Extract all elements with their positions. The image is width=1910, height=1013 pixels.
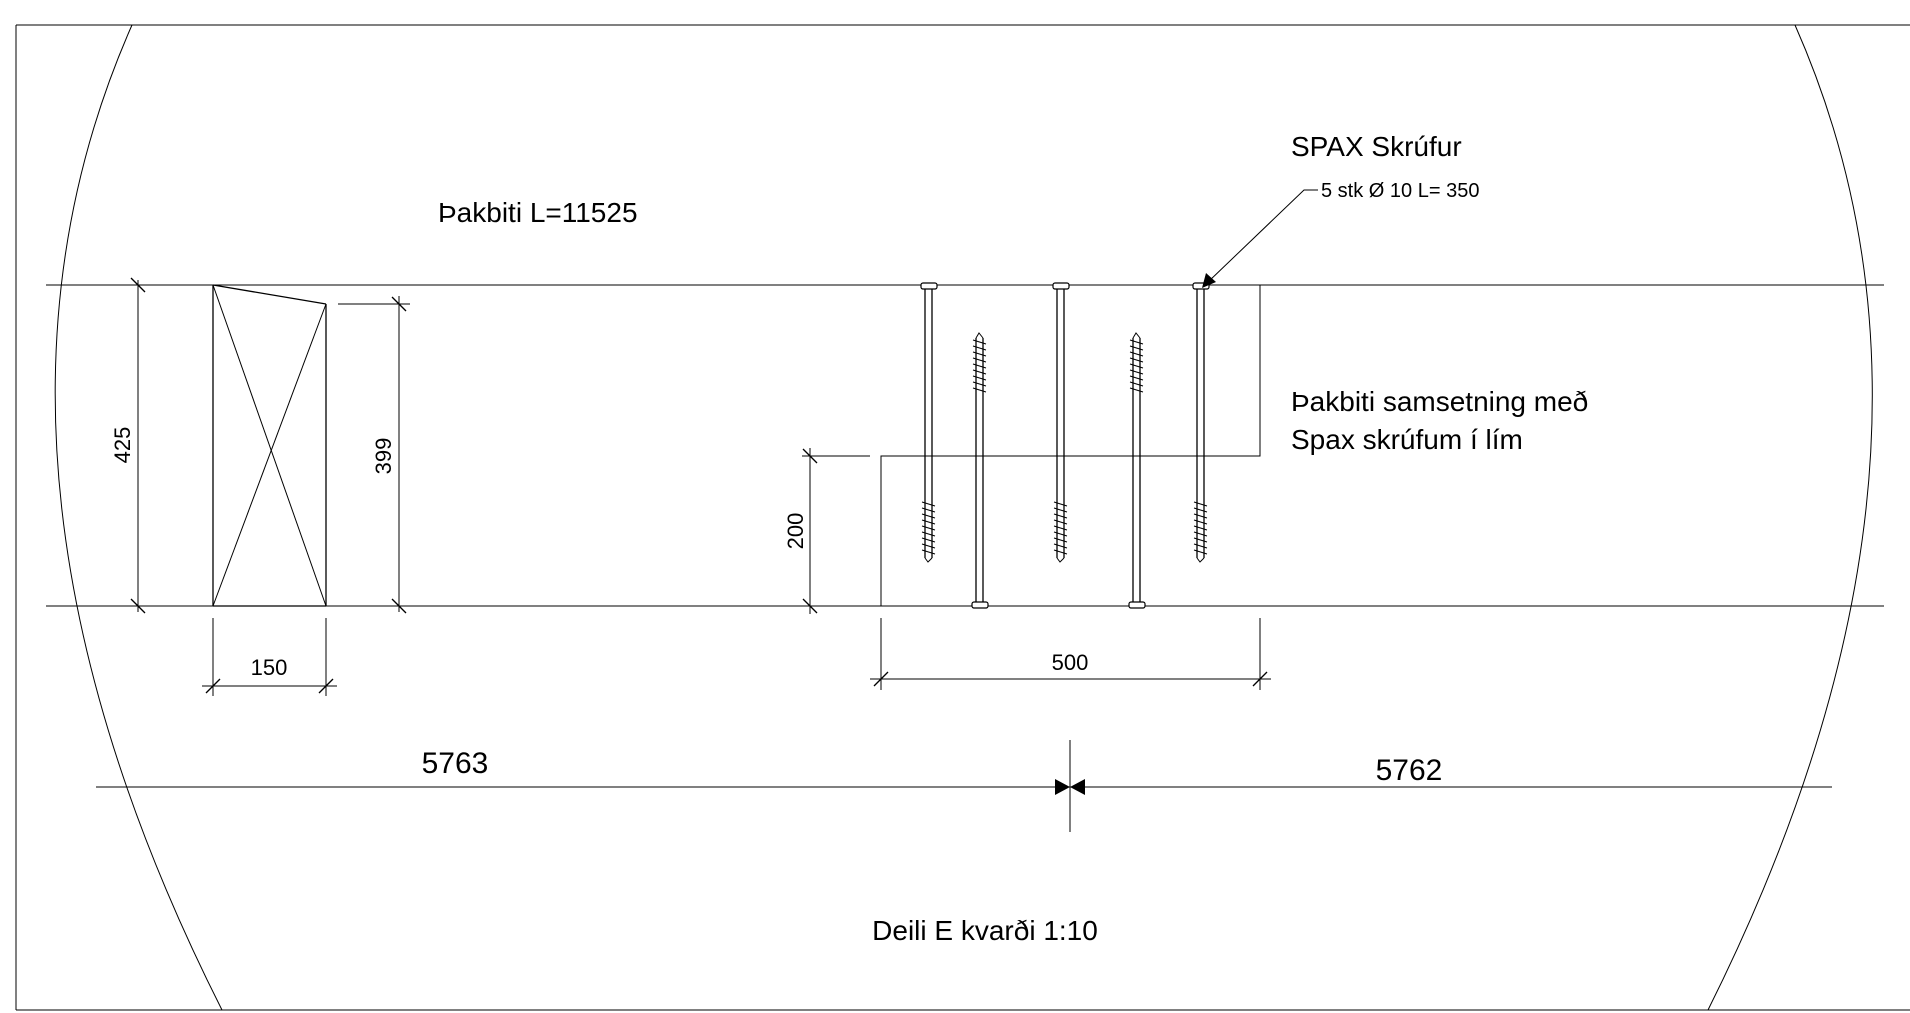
dimension-height-total [128, 277, 200, 614]
assembly-note-line2: Spax skrúfum í lím [1291, 424, 1523, 455]
screw-title: SPAX Skrúfur [1291, 131, 1462, 162]
dimension-label-200: 200 [783, 513, 808, 550]
dimension-overlap-height [802, 448, 870, 614]
dimension-screw-spacing [870, 618, 1271, 690]
left-length-label: 5763 [422, 747, 489, 780]
beam-label: Þakbiti L=11525 [438, 197, 638, 228]
scarf-joint-lines [880, 285, 1261, 606]
screw-spec: 5 stk Ø 10 L= 350 [1321, 180, 1479, 202]
dimension-label-500: 500 [1052, 650, 1089, 675]
dimension-height-inner [338, 296, 410, 614]
drawing-title: Deili E kvarði 1:10 [872, 915, 1098, 946]
screw-bottom-1 [971, 332, 989, 609]
beam-outline [46, 284, 1884, 607]
screw-top-1 [920, 282, 938, 563]
screw-top-2 [1052, 282, 1070, 563]
sheet-border [15, 24, 1910, 1011]
right-length-label: 5762 [1376, 754, 1443, 787]
detail-circle [54, 24, 1873, 1011]
screw-top-3 [1192, 282, 1210, 563]
screw-bottom-2 [1128, 332, 1146, 609]
dimension-label-425: 425 [110, 427, 135, 464]
overall-length-dimension [96, 740, 1832, 832]
dimension-width-section [202, 618, 337, 696]
beam-cross-section [212, 284, 327, 607]
dimension-label-150: 150 [251, 655, 288, 680]
assembly-note-line1: Þakbiti samsetning með [1291, 386, 1588, 417]
dimension-label-399: 399 [371, 438, 396, 475]
screw-leader [1202, 189, 1318, 288]
